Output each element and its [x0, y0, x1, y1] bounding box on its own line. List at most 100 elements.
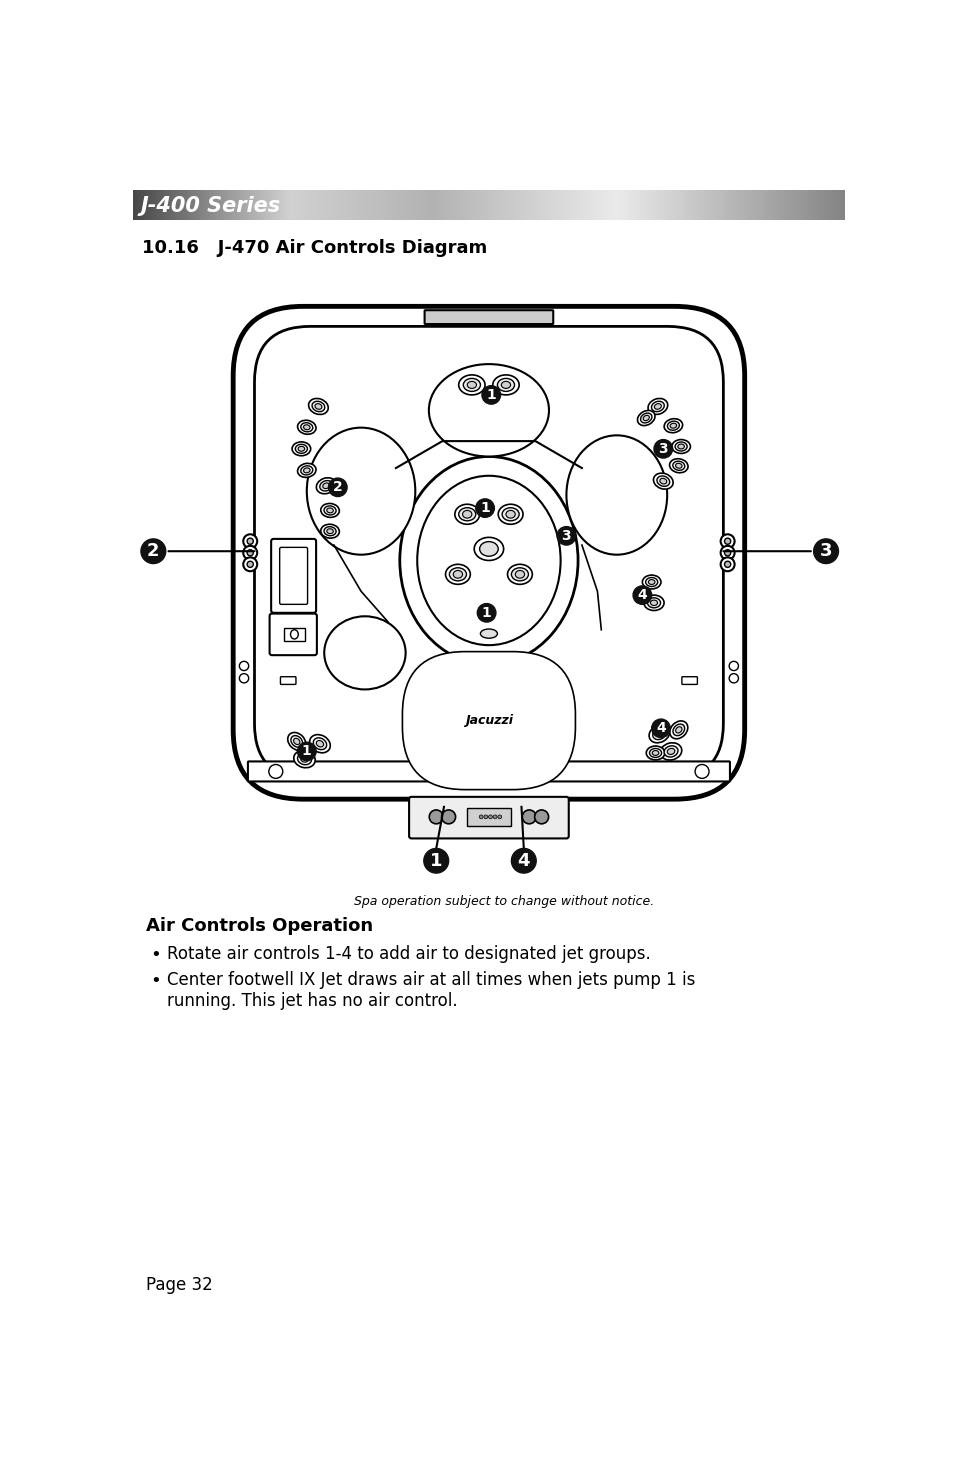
- FancyBboxPatch shape: [254, 326, 722, 779]
- Text: •: •: [150, 972, 161, 990]
- Ellipse shape: [651, 401, 663, 412]
- Ellipse shape: [308, 398, 328, 414]
- Ellipse shape: [678, 444, 683, 448]
- Circle shape: [488, 816, 492, 819]
- Ellipse shape: [669, 459, 687, 473]
- Ellipse shape: [657, 476, 669, 487]
- Ellipse shape: [399, 456, 578, 664]
- Circle shape: [239, 661, 249, 671]
- Ellipse shape: [667, 422, 679, 431]
- Ellipse shape: [653, 473, 673, 490]
- FancyBboxPatch shape: [409, 796, 568, 838]
- Circle shape: [493, 816, 497, 819]
- Ellipse shape: [515, 571, 524, 578]
- Ellipse shape: [675, 727, 681, 733]
- Text: J-400 Series: J-400 Series: [141, 196, 281, 217]
- Ellipse shape: [324, 506, 335, 515]
- Ellipse shape: [648, 580, 655, 584]
- Ellipse shape: [497, 379, 514, 391]
- FancyBboxPatch shape: [248, 761, 729, 782]
- Ellipse shape: [316, 478, 335, 494]
- Ellipse shape: [672, 462, 684, 471]
- Ellipse shape: [647, 398, 667, 414]
- Circle shape: [247, 560, 253, 568]
- Ellipse shape: [637, 410, 655, 426]
- Ellipse shape: [675, 442, 686, 451]
- Circle shape: [695, 764, 708, 779]
- Circle shape: [728, 661, 738, 671]
- Ellipse shape: [453, 571, 462, 578]
- Ellipse shape: [320, 503, 339, 518]
- Ellipse shape: [671, 440, 690, 453]
- Ellipse shape: [480, 628, 497, 639]
- Ellipse shape: [666, 748, 674, 754]
- Ellipse shape: [313, 738, 326, 749]
- Ellipse shape: [303, 468, 310, 473]
- Circle shape: [723, 550, 730, 556]
- Ellipse shape: [300, 466, 313, 475]
- Ellipse shape: [297, 420, 315, 434]
- Circle shape: [511, 848, 536, 873]
- Circle shape: [328, 478, 347, 497]
- Ellipse shape: [669, 721, 687, 739]
- Text: 1: 1: [481, 606, 491, 619]
- Ellipse shape: [297, 447, 304, 451]
- Text: 1: 1: [301, 745, 312, 758]
- Circle shape: [423, 848, 448, 873]
- Text: 4: 4: [637, 589, 646, 602]
- Ellipse shape: [297, 754, 311, 764]
- Ellipse shape: [649, 748, 660, 758]
- FancyBboxPatch shape: [271, 538, 315, 612]
- Circle shape: [478, 816, 482, 819]
- Circle shape: [720, 558, 734, 571]
- Ellipse shape: [497, 504, 522, 524]
- Ellipse shape: [647, 597, 659, 608]
- Ellipse shape: [507, 565, 532, 584]
- Text: 1: 1: [430, 851, 442, 870]
- Circle shape: [497, 816, 501, 819]
- Ellipse shape: [655, 730, 662, 738]
- Ellipse shape: [663, 746, 678, 757]
- FancyBboxPatch shape: [270, 614, 316, 655]
- Ellipse shape: [675, 463, 681, 468]
- Ellipse shape: [659, 743, 681, 760]
- Ellipse shape: [310, 735, 330, 752]
- Ellipse shape: [463, 379, 480, 391]
- Text: Rotate air controls 1-4 to add air to designated jet groups.: Rotate air controls 1-4 to add air to de…: [167, 944, 650, 963]
- Ellipse shape: [292, 442, 311, 456]
- Circle shape: [723, 560, 730, 568]
- Circle shape: [483, 816, 487, 819]
- FancyBboxPatch shape: [233, 307, 744, 799]
- Ellipse shape: [449, 568, 466, 581]
- Text: 10.16   J-470 Air Controls Diagram: 10.16 J-470 Air Controls Diagram: [142, 239, 487, 257]
- Ellipse shape: [505, 510, 515, 518]
- Ellipse shape: [291, 630, 298, 639]
- Ellipse shape: [645, 746, 664, 760]
- Ellipse shape: [455, 504, 479, 524]
- Circle shape: [720, 546, 734, 559]
- Text: 4: 4: [517, 851, 530, 870]
- Ellipse shape: [458, 375, 484, 395]
- Ellipse shape: [652, 751, 659, 755]
- Ellipse shape: [672, 724, 684, 736]
- Ellipse shape: [327, 507, 333, 513]
- Bar: [283, 628, 305, 640]
- Text: 1: 1: [479, 502, 490, 515]
- FancyBboxPatch shape: [681, 677, 697, 684]
- Text: Air Controls Operation: Air Controls Operation: [146, 917, 374, 935]
- Circle shape: [813, 538, 838, 563]
- Text: 3: 3: [819, 543, 831, 560]
- Ellipse shape: [295, 444, 307, 453]
- Ellipse shape: [288, 733, 305, 751]
- Ellipse shape: [327, 528, 333, 534]
- Ellipse shape: [639, 413, 651, 423]
- Ellipse shape: [294, 751, 314, 768]
- Ellipse shape: [493, 375, 518, 395]
- Ellipse shape: [436, 680, 540, 757]
- Text: Page 32: Page 32: [146, 1276, 213, 1294]
- Circle shape: [557, 527, 575, 546]
- Circle shape: [476, 603, 496, 622]
- Ellipse shape: [314, 404, 321, 409]
- Text: 1: 1: [486, 388, 496, 401]
- Text: 2: 2: [147, 543, 159, 560]
